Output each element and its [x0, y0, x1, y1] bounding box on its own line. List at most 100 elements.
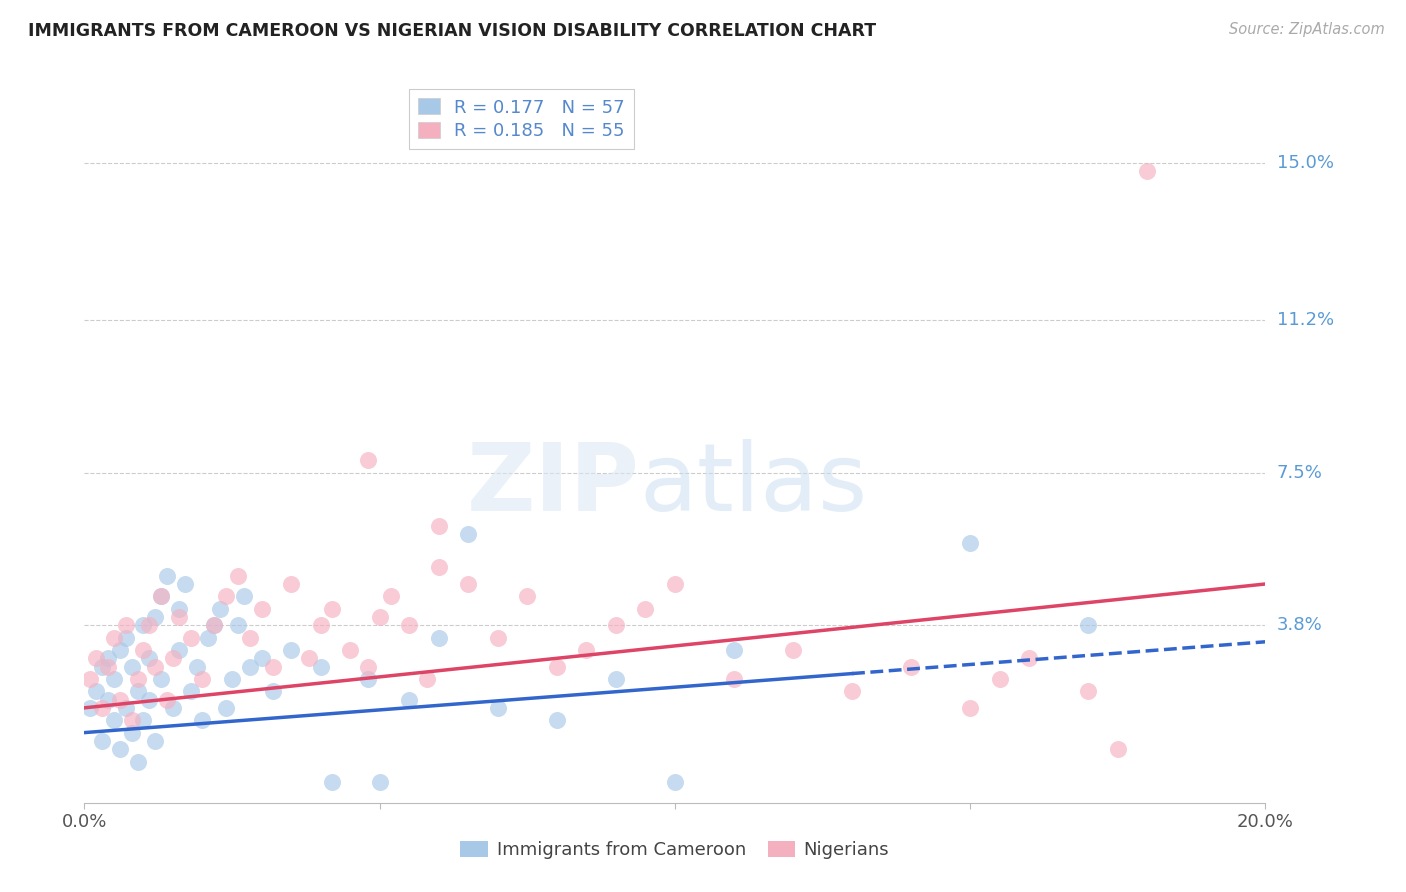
Point [321, 601, 343, 615]
Text: atlas: atlas [640, 439, 868, 531]
Point [605, 618, 627, 632]
Point [723, 643, 745, 657]
Point [516, 590, 538, 604]
Point [988, 672, 1011, 686]
Point [1018, 651, 1040, 665]
Point [132, 713, 155, 727]
Text: ZIP: ZIP [467, 439, 640, 531]
Point [309, 659, 332, 673]
Point [114, 618, 136, 632]
Point [280, 643, 302, 657]
Point [416, 672, 439, 686]
Point [368, 775, 391, 789]
Point [143, 610, 166, 624]
Point [84, 651, 107, 665]
Point [162, 651, 184, 665]
Point [114, 701, 136, 715]
Point [180, 684, 202, 698]
Point [143, 734, 166, 748]
Point [108, 692, 131, 706]
Point [132, 643, 155, 657]
Point [215, 701, 238, 715]
Point [357, 453, 380, 467]
Point [186, 659, 208, 673]
Point [723, 672, 745, 686]
Point [226, 568, 249, 582]
Point [103, 713, 125, 727]
Point [486, 631, 509, 645]
Point [546, 713, 568, 727]
Point [150, 672, 173, 686]
Point [427, 519, 450, 533]
Point [97, 659, 120, 673]
Point [97, 651, 120, 665]
Point [215, 590, 238, 604]
Point [114, 631, 136, 645]
Point [108, 643, 131, 657]
Point [173, 577, 195, 591]
Point [138, 651, 160, 665]
Point [309, 618, 332, 632]
Point [782, 643, 804, 657]
Point [321, 775, 343, 789]
Point [262, 659, 284, 673]
Point [191, 713, 214, 727]
Point [167, 643, 190, 657]
Point [226, 618, 249, 632]
Point [298, 651, 321, 665]
Point [202, 618, 225, 632]
Point [427, 631, 450, 645]
Point [150, 590, 173, 604]
Point [339, 643, 361, 657]
Point [143, 659, 166, 673]
Point [1077, 684, 1099, 698]
Point [232, 590, 254, 604]
Point [108, 742, 131, 756]
Point [91, 659, 114, 673]
Point [79, 701, 101, 715]
Text: 11.2%: 11.2% [1277, 310, 1334, 329]
Text: 3.8%: 3.8% [1277, 616, 1322, 634]
Point [398, 692, 420, 706]
Point [357, 659, 380, 673]
Point [664, 577, 686, 591]
Point [634, 601, 657, 615]
Legend: Immigrants from Cameroon, Nigerians: Immigrants from Cameroon, Nigerians [453, 833, 897, 866]
Point [221, 672, 243, 686]
Point [84, 684, 107, 698]
Text: 7.5%: 7.5% [1277, 464, 1323, 482]
Point [380, 590, 402, 604]
Point [959, 535, 981, 549]
Point [900, 659, 922, 673]
Text: Source: ZipAtlas.com: Source: ZipAtlas.com [1229, 22, 1385, 37]
Point [180, 631, 202, 645]
Point [156, 692, 179, 706]
Point [427, 560, 450, 574]
Point [262, 684, 284, 698]
Point [121, 725, 143, 739]
Point [91, 701, 114, 715]
Point [239, 631, 262, 645]
Point [121, 659, 143, 673]
Point [486, 701, 509, 715]
Point [841, 684, 863, 698]
Point [97, 692, 120, 706]
Point [138, 692, 160, 706]
Point [664, 775, 686, 789]
Point [197, 631, 219, 645]
Point [162, 701, 184, 715]
Point [202, 618, 225, 632]
Point [79, 672, 101, 686]
Point [959, 701, 981, 715]
Point [156, 568, 179, 582]
Point [150, 590, 173, 604]
Point [368, 610, 391, 624]
Point [239, 659, 262, 673]
Point [127, 755, 149, 769]
Point [91, 734, 114, 748]
Point [1107, 742, 1129, 756]
Point [127, 672, 149, 686]
Point [121, 713, 143, 727]
Point [457, 577, 479, 591]
Point [167, 610, 190, 624]
